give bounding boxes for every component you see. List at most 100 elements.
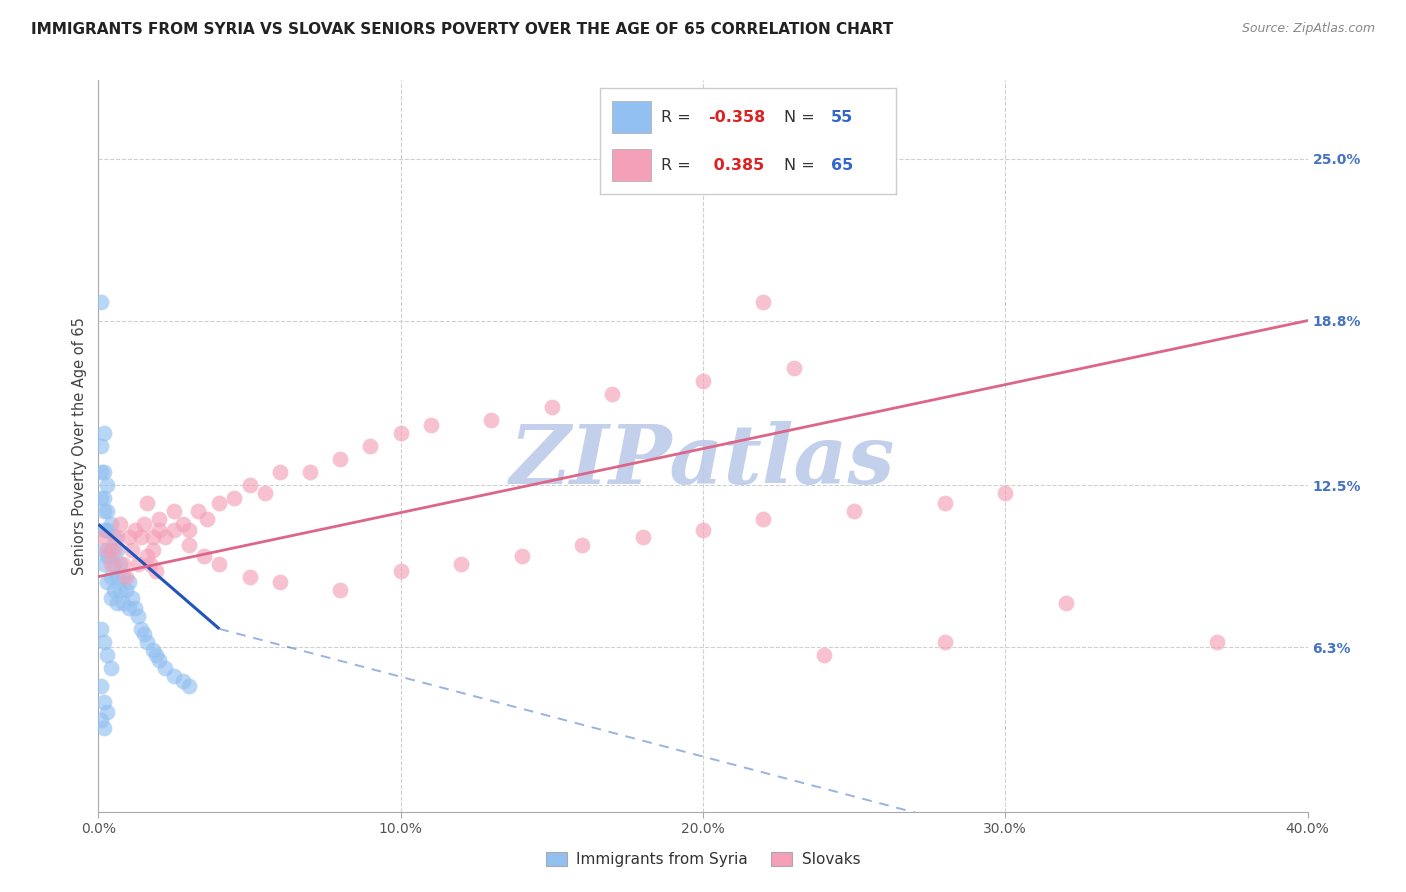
Point (90, 465, 112, 479)
Point (481, 413, 503, 427)
Point (96, 549, 118, 563)
Point (90, 491, 112, 506)
Point (93, 543, 115, 558)
Point (96, 706, 118, 720)
Point (163, 504, 186, 518)
Point (118, 574, 141, 589)
Point (602, 386, 624, 401)
Point (124, 523, 146, 537)
Point (100, 591, 122, 605)
Point (148, 512, 170, 526)
Point (93, 523, 115, 537)
Point (108, 557, 131, 571)
Point (105, 543, 128, 558)
Point (100, 543, 122, 558)
Point (111, 557, 134, 571)
Point (114, 569, 136, 583)
Point (100, 661, 122, 675)
Point (153, 661, 176, 675)
Point (299, 465, 322, 479)
Point (121, 543, 143, 558)
Point (239, 478, 262, 492)
Point (389, 425, 412, 440)
Point (90, 295, 112, 310)
Point (96, 478, 118, 492)
Point (90, 622, 112, 636)
Point (752, 512, 775, 526)
Point (103, 582, 125, 597)
Point (111, 596, 134, 610)
Point (96, 648, 118, 662)
Point (1054, 596, 1077, 610)
Point (93, 721, 115, 735)
Point (934, 635, 956, 649)
Point (93, 635, 115, 649)
Point (172, 674, 194, 689)
Point (360, 439, 382, 453)
Point (96, 574, 118, 589)
Point (145, 565, 167, 579)
Point (148, 653, 170, 667)
Text: ZIPatlas: ZIPatlas (510, 421, 896, 500)
Point (510, 549, 533, 563)
Point (692, 374, 714, 388)
Point (148, 523, 170, 537)
Point (329, 582, 352, 597)
Point (111, 569, 134, 583)
Point (93, 425, 115, 440)
Point (179, 538, 201, 552)
Point (129, 622, 152, 636)
Point (105, 530, 128, 544)
Point (135, 549, 157, 563)
Point (934, 496, 956, 510)
Point (813, 648, 835, 662)
Point (135, 496, 157, 510)
Point (100, 569, 122, 583)
Point (224, 491, 246, 506)
Point (93, 465, 115, 479)
Point (187, 504, 209, 518)
Point (844, 504, 866, 518)
Point (450, 557, 472, 571)
Point (752, 295, 775, 310)
Point (132, 517, 155, 532)
Point (195, 512, 218, 526)
Point (90, 439, 112, 453)
Point (96, 523, 118, 537)
Point (103, 530, 125, 544)
Point (208, 496, 231, 510)
Point (163, 669, 186, 683)
Point (90, 714, 112, 728)
Point (269, 574, 291, 589)
Point (124, 601, 146, 615)
Point (571, 538, 593, 552)
Point (179, 679, 201, 693)
Point (193, 549, 215, 563)
Point (783, 360, 806, 375)
Point (93, 557, 115, 571)
Y-axis label: Seniors Poverty Over the Age of 65: Seniors Poverty Over the Age of 65 (72, 317, 87, 575)
Point (127, 557, 149, 571)
Point (163, 523, 186, 537)
Point (93, 695, 115, 709)
Point (108, 517, 131, 532)
Point (389, 565, 412, 579)
Point (540, 400, 562, 414)
Point (239, 569, 262, 583)
Point (93, 504, 115, 518)
Point (631, 530, 654, 544)
Point (121, 591, 143, 605)
Point (172, 517, 194, 532)
Point (132, 627, 155, 641)
Point (105, 569, 128, 583)
Point (108, 582, 131, 597)
Point (127, 608, 149, 623)
Point (994, 486, 1017, 500)
Point (103, 557, 125, 571)
Point (142, 642, 165, 657)
Point (208, 557, 231, 571)
Point (93, 530, 115, 544)
Point (139, 557, 162, 571)
Point (90, 679, 112, 693)
Point (179, 523, 201, 537)
